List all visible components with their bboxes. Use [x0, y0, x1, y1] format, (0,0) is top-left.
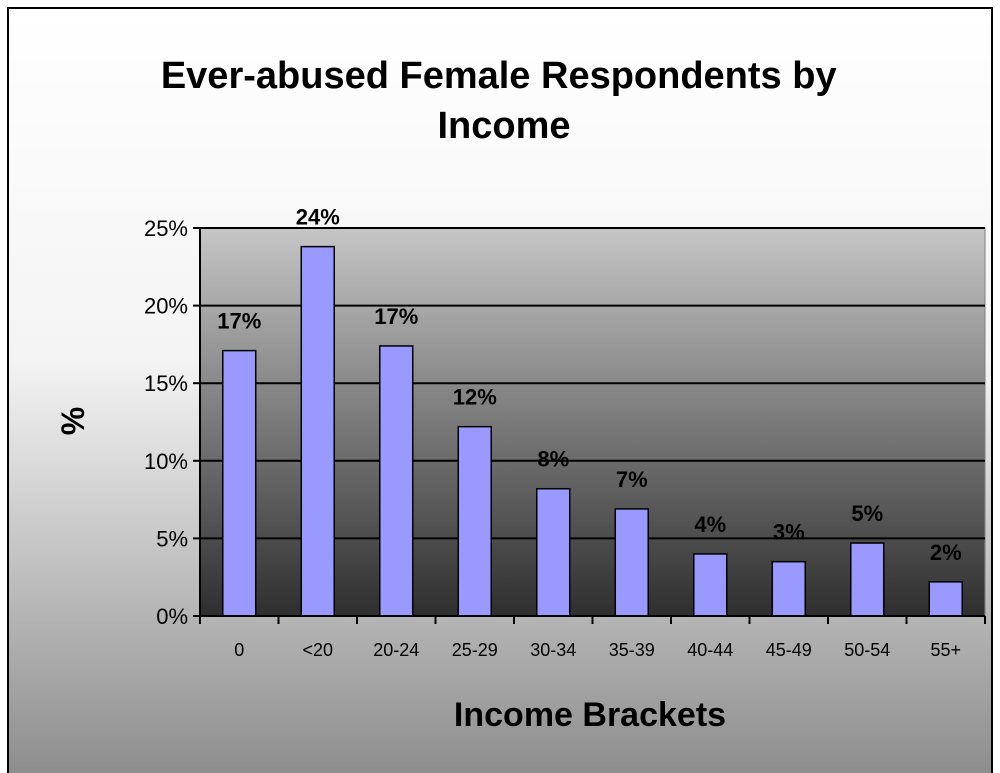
chart-title-line-2: Income [437, 105, 570, 147]
data-label: 24% [296, 205, 340, 230]
y-tick-labels: 0% 5% 10% 15% 20% 25% [144, 216, 188, 629]
x-tick-label: 50-54 [844, 640, 890, 660]
x-tick-label: 35-39 [609, 640, 655, 660]
x-tick-label: 45-49 [766, 640, 812, 660]
bar [222, 349, 257, 617]
x-tick-labels: 0 <20 20-24 25-29 30-34 35-39 40-44 45-49 50-54 5… [234, 640, 961, 660]
data-label: 3% [773, 520, 805, 545]
x-tick-label: 25-29 [452, 640, 498, 660]
data-label: 7% [616, 467, 648, 492]
data-label: 17% [374, 304, 418, 329]
bar [614, 508, 649, 617]
data-label: 2% [930, 540, 962, 565]
y-tick-label: 10% [144, 449, 188, 474]
bar [379, 345, 414, 617]
data-label: 17% [217, 309, 261, 334]
bar [300, 245, 335, 617]
x-tick-label: <20 [302, 640, 333, 660]
bar [457, 425, 492, 617]
bar [850, 542, 885, 617]
x-tick-label: 20-24 [373, 640, 419, 660]
y-tick-label: 5% [156, 526, 188, 551]
data-label: 8% [537, 447, 569, 472]
bar [928, 581, 963, 617]
x-tick-label: 30-34 [530, 640, 576, 660]
data-label: 12% [453, 385, 497, 410]
x-tick-label: 40-44 [687, 640, 733, 660]
chart-title-line-1: Ever-abused Female Respondents by [161, 55, 837, 97]
bar [536, 487, 571, 617]
y-tick-label: 0% [156, 604, 188, 629]
bar [771, 560, 806, 617]
y-axis-title: % [55, 407, 91, 435]
axes [193, 227, 986, 624]
x-tick-label: 0 [234, 640, 244, 660]
x-axis-title: Income Brackets [454, 696, 726, 734]
bar [693, 553, 728, 617]
data-label: 4% [694, 512, 726, 537]
bars [222, 245, 963, 617]
data-labels: 17% 24% 17% 12% 8% 7% 4% 3% 5% 2% [217, 205, 961, 565]
x-tick-label: 55+ [930, 640, 961, 660]
data-label: 5% [851, 501, 883, 526]
y-tick-label: 25% [144, 216, 188, 241]
y-tick-label: 20% [144, 294, 188, 319]
y-tick-label: 15% [144, 371, 188, 396]
chart-title: Ever-abused Female Respondents by Income [161, 55, 847, 147]
